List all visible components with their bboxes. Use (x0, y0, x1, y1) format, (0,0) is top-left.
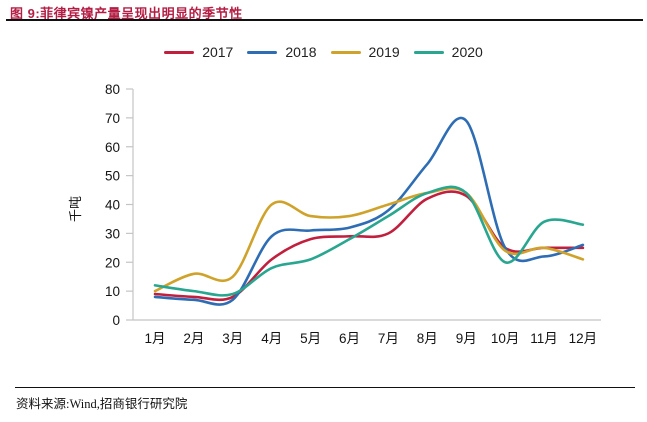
x-tick-label: 12月 (569, 331, 598, 346)
legend-line-swatch (413, 50, 444, 54)
series-line-2019 (153, 186, 585, 293)
legend-label: 2018 (285, 44, 317, 60)
legend-item-2020: 2020 (413, 44, 483, 60)
legend-item-2017: 2017 (164, 44, 233, 60)
y-tick-label: 30 (105, 226, 120, 241)
y-tick-label: 40 (105, 198, 120, 213)
series-line-2020 (153, 185, 585, 297)
x-tick-label: 4月 (261, 331, 282, 346)
y-tick-label: 70 (105, 111, 120, 126)
x-tick-label: 6月 (339, 331, 360, 346)
legend-line-swatch (330, 50, 361, 54)
series-line-2017 (153, 190, 585, 302)
series-line-2018 (153, 116, 585, 306)
legend-line-swatch (247, 50, 278, 54)
x-tick-label: 3月 (222, 331, 243, 346)
figure-title: 图 9:菲律宾镍产量呈现出明显的季节性 (10, 6, 243, 21)
x-tick-label: 8月 (417, 331, 438, 346)
x-tick-label: 2月 (183, 331, 204, 346)
legend-item-2018: 2018 (247, 44, 317, 60)
x-tick-label: 5月 (300, 331, 321, 346)
x-tick-label: 1月 (144, 331, 165, 346)
y-tick-label: 20 (105, 255, 120, 270)
y-tick-label: 50 (105, 169, 120, 184)
y-axis-title: 千吨 (68, 196, 83, 222)
legend-label: 2020 (451, 44, 483, 60)
x-tick-label: 7月 (378, 331, 399, 346)
x-tick-label: 11月 (530, 331, 558, 346)
x-tick-label: 10月 (491, 331, 520, 346)
x-tick-label: 9月 (456, 331, 477, 346)
legend-item-2019: 2019 (330, 44, 400, 60)
line-chart: 0 10 20 30 40 50 60 70 80 千吨 1月 2月 3月 4月 5月 6月 7月 8月 9月 10月… (68, 82, 601, 346)
y-tick-label: 10 (105, 284, 120, 299)
legend-label: 2017 (202, 44, 234, 60)
source-divider (15, 387, 635, 388)
y-tick-label: 80 (105, 82, 120, 97)
legend-line-swatch (164, 50, 195, 54)
chart-legend: 2017 2018 2019 2020 (0, 44, 647, 60)
legend-label: 2019 (368, 44, 400, 60)
source-text: 资料来源:Wind,招商银行研究院 (16, 397, 188, 411)
y-tick-label: 60 (105, 140, 120, 155)
y-tick-label: 0 (112, 313, 120, 328)
title-divider (6, 19, 643, 21)
